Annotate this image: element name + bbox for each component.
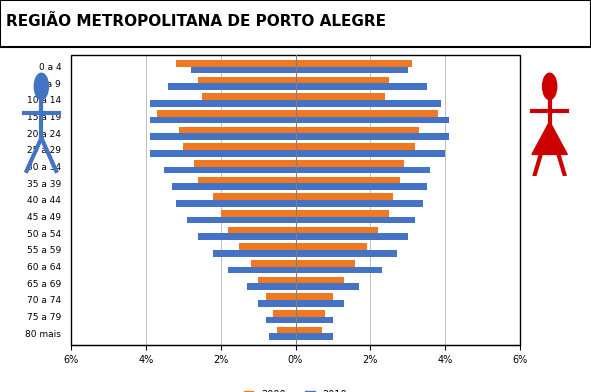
Bar: [198, 76, 296, 83]
Bar: [150, 116, 296, 123]
Bar: [296, 83, 427, 90]
Bar: [198, 233, 296, 240]
Bar: [228, 227, 296, 233]
Bar: [296, 317, 333, 323]
Bar: [239, 243, 296, 250]
Bar: [296, 183, 427, 190]
Bar: [296, 233, 408, 240]
Bar: [150, 100, 296, 107]
Bar: [247, 283, 296, 290]
Bar: [296, 67, 408, 73]
Bar: [296, 277, 344, 283]
Bar: [296, 110, 438, 116]
Bar: [296, 310, 326, 317]
Bar: [198, 176, 296, 183]
Bar: [258, 300, 296, 307]
Bar: [187, 217, 296, 223]
Bar: [202, 93, 296, 100]
Bar: [296, 260, 355, 267]
Bar: [296, 176, 400, 183]
Bar: [150, 150, 296, 156]
Bar: [228, 267, 296, 273]
Bar: [296, 227, 378, 233]
Bar: [296, 76, 389, 83]
Circle shape: [34, 73, 48, 100]
Bar: [296, 193, 393, 200]
Legend: 2000, 2010: 2000, 2010: [240, 386, 351, 392]
Polygon shape: [532, 122, 567, 154]
Bar: [296, 93, 385, 100]
Bar: [220, 210, 296, 217]
Bar: [213, 250, 296, 257]
Bar: [191, 67, 296, 73]
Bar: [296, 333, 333, 340]
Bar: [251, 260, 296, 267]
Bar: [296, 160, 404, 167]
Bar: [273, 310, 296, 317]
Bar: [296, 283, 359, 290]
Bar: [296, 293, 333, 300]
Bar: [157, 110, 296, 116]
Bar: [296, 143, 415, 150]
Bar: [296, 167, 430, 173]
Bar: [296, 327, 322, 333]
Bar: [269, 333, 296, 340]
Bar: [265, 293, 296, 300]
Bar: [296, 127, 419, 133]
Bar: [296, 300, 344, 307]
Bar: [296, 100, 441, 107]
Bar: [296, 210, 389, 217]
Bar: [213, 193, 296, 200]
Bar: [296, 133, 449, 140]
Bar: [296, 250, 397, 257]
Text: REGIÃO METROPOLITANA DE PORTO ALEGRE: REGIÃO METROPOLITANA DE PORTO ALEGRE: [6, 14, 386, 29]
Bar: [71, 55, 520, 345]
Bar: [176, 200, 296, 207]
Bar: [296, 267, 382, 273]
Bar: [164, 167, 296, 173]
Bar: [168, 83, 296, 90]
Bar: [172, 183, 296, 190]
Bar: [296, 200, 423, 207]
Bar: [296, 217, 415, 223]
Bar: [183, 143, 296, 150]
Bar: [277, 327, 296, 333]
Bar: [296, 116, 449, 123]
Bar: [258, 277, 296, 283]
Bar: [296, 243, 366, 250]
Circle shape: [543, 73, 557, 100]
Bar: [265, 317, 296, 323]
Bar: [176, 60, 296, 67]
Bar: [180, 127, 296, 133]
Bar: [150, 133, 296, 140]
Bar: [296, 150, 445, 156]
Bar: [296, 60, 411, 67]
Bar: [194, 160, 296, 167]
